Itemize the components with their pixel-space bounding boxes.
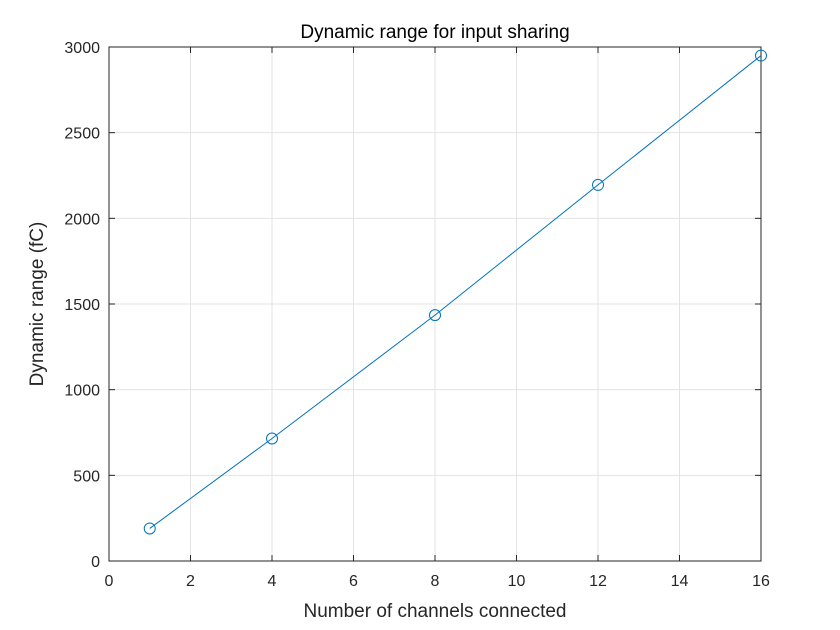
tick-labels: 0 2 4 6 8 10 12 14 16 0 500 1000 1500 2000 2500 3000 — [64, 40, 770, 590]
y-tick-label: 1500 — [64, 297, 100, 314]
x-tick-label: 6 — [349, 573, 358, 590]
x-tick-label: 12 — [589, 573, 607, 590]
chart-title: Dynamic range for input sharing — [300, 22, 569, 43]
x-axis-label: Number of channels connected — [304, 601, 567, 622]
y-tick-label: 2000 — [64, 211, 100, 228]
y-axis-label: Dynamic range (fC) — [27, 222, 48, 387]
x-tick-label: 10 — [508, 573, 526, 590]
series — [143, 49, 767, 535]
y-tick-label: 1000 — [64, 383, 100, 400]
y-tick-label: 0 — [91, 554, 100, 571]
x-tick-label: 2 — [186, 573, 195, 590]
series-line — [149, 55, 762, 529]
x-tick-label: 0 — [105, 573, 114, 590]
x-tick-label: 4 — [268, 573, 277, 590]
data-point — [266, 432, 278, 445]
data-point — [592, 178, 604, 191]
x-tick-label: 14 — [671, 573, 689, 590]
y-tick-label: 500 — [73, 468, 100, 485]
data-point — [755, 49, 767, 62]
data-point — [143, 522, 156, 535]
y-tick-label: 2500 — [64, 126, 100, 143]
x-tick-label: 8 — [431, 573, 440, 590]
x-tick-label: 16 — [752, 573, 770, 590]
y-tick-label: 3000 — [64, 40, 100, 57]
data-point — [429, 309, 441, 322]
